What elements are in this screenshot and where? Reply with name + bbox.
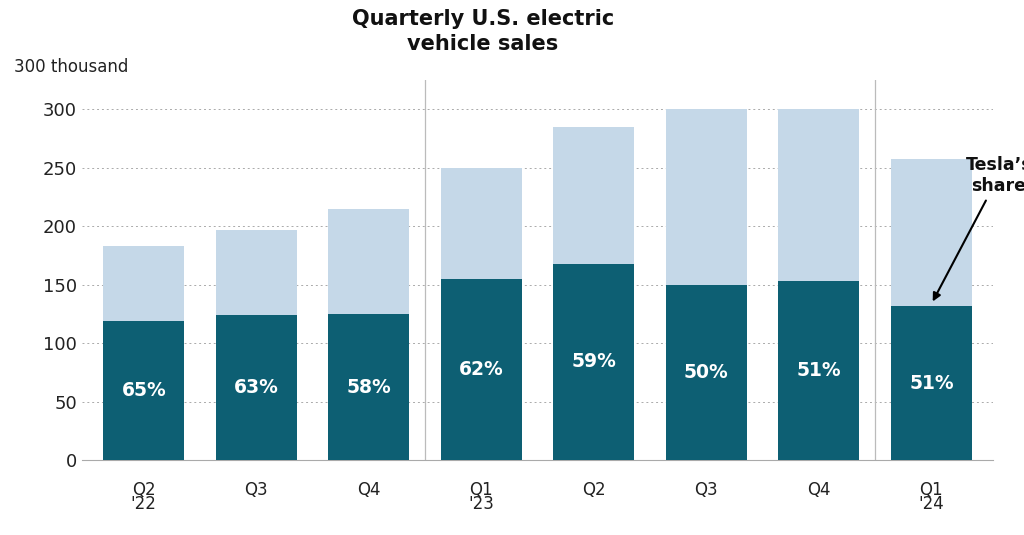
Text: Q2: Q2 [582, 481, 605, 499]
Text: 58%: 58% [346, 378, 391, 397]
Bar [441, 279, 522, 460]
Bar [103, 321, 184, 460]
Text: Tesla’s
share: Tesla’s share [934, 156, 1024, 300]
Text: 51%: 51% [909, 374, 953, 393]
Text: 65%: 65% [122, 381, 166, 400]
Text: '22: '22 [131, 495, 157, 513]
Text: '23: '23 [468, 495, 495, 513]
Text: 59%: 59% [571, 353, 616, 371]
Text: '24: '24 [919, 495, 944, 513]
Text: Q1: Q1 [920, 481, 943, 499]
Bar [778, 110, 859, 460]
Text: 51%: 51% [797, 361, 841, 380]
Text: Q3: Q3 [245, 481, 268, 499]
Bar [553, 264, 634, 460]
Bar [329, 209, 410, 460]
Bar [891, 158, 972, 460]
Bar [891, 307, 972, 460]
Text: 50%: 50% [684, 363, 729, 382]
Text: Q1: Q1 [470, 481, 494, 499]
Text: Q4: Q4 [807, 481, 830, 499]
Text: 63%: 63% [233, 378, 279, 397]
Text: Q2: Q2 [132, 481, 156, 499]
Bar [216, 315, 297, 460]
Text: Q4: Q4 [357, 481, 381, 499]
Bar [103, 246, 184, 460]
Bar [778, 281, 859, 460]
Text: 300 thousand: 300 thousand [13, 58, 128, 77]
Bar [441, 168, 522, 460]
Bar [329, 315, 410, 460]
Text: Q3: Q3 [694, 481, 718, 499]
Bar [666, 110, 746, 460]
Text: Quarterly U.S. electric
vehicle sales: Quarterly U.S. electric vehicle sales [352, 9, 614, 54]
Text: 62%: 62% [459, 360, 504, 379]
Bar [216, 230, 297, 460]
Bar [553, 127, 634, 460]
Bar [666, 285, 746, 460]
